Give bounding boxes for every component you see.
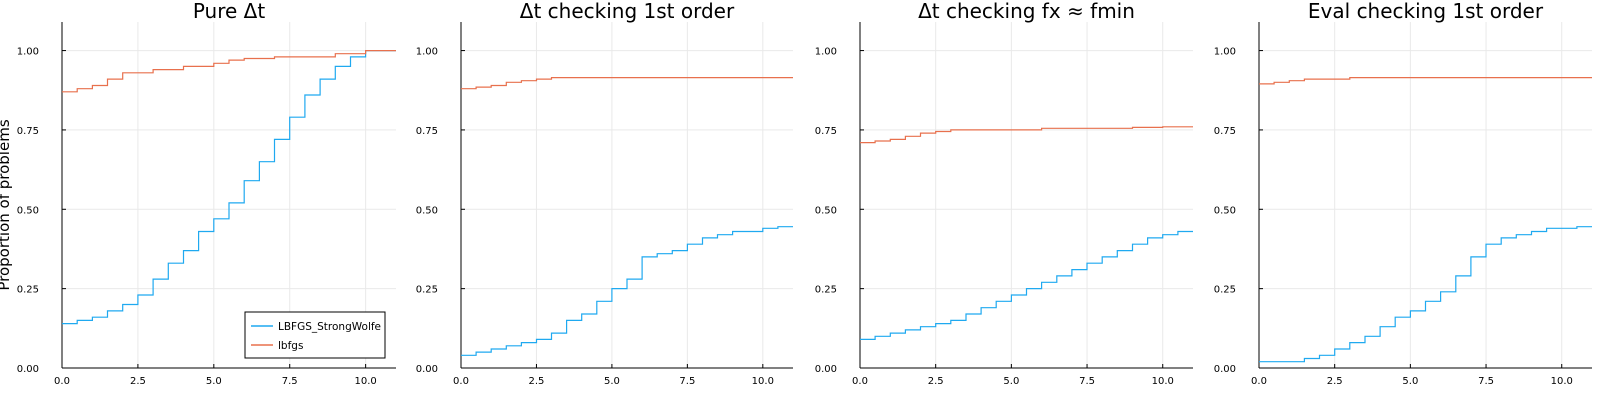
y-tick-label: 0.50: [1214, 205, 1236, 216]
chart-panel-1: 0.00 0.25 0.50 0.75 1.00 0.0 2.5 5.0 7.5 10.0 Pure…: [17, 0, 396, 387]
y-tick-label: 0.50: [17, 205, 39, 216]
x-tick-label: 2.5: [928, 376, 944, 387]
x-tick-label: 0.0: [852, 376, 868, 387]
chart-panel-3: 0.00 0.25 0.50 0.75 1.00 0.0 2.5 5.0 7.5 10.0 Δt c…: [815, 0, 1193, 387]
y-tick-label: 1.00: [815, 47, 837, 58]
y-tick-label: 0.75: [17, 126, 39, 137]
y-tick-label: 0.50: [416, 205, 438, 216]
y-tick-label: 1.00: [17, 47, 39, 58]
x-tick-label: 7.5: [1478, 376, 1494, 387]
y-tick-label: 0.00: [1214, 364, 1236, 375]
x-tick-label: 10.0: [355, 376, 377, 387]
x-tick-label: 5.0: [604, 376, 620, 387]
series-line-lbfgs: [860, 126, 1193, 144]
x-tick-label: 0.0: [453, 376, 469, 387]
y-tick-label: 0.00: [17, 364, 39, 375]
legend-box: [244, 311, 386, 359]
x-tick-label: 10.0: [752, 376, 774, 387]
y-tick-label: 0.75: [815, 126, 837, 137]
x-tick-label: 5.0: [1003, 376, 1019, 387]
series-line-lbfgs: [461, 77, 793, 90]
x-tick-label: 0.0: [54, 376, 70, 387]
x-tick-label: 10.0: [1551, 376, 1573, 387]
chart-panel-4: 0.00 0.25 0.50 0.75 1.00 0.0 2.5 5.0 7.5 10.0 Eval…: [1214, 0, 1592, 387]
y-axis-label: Proportion of problems: [0, 119, 13, 290]
series-line-LBFGS_StrongWolfe: [62, 50, 396, 325]
series-line-LBFGS_StrongWolfe: [461, 226, 793, 356]
series-line-LBFGS_StrongWolfe: [1259, 226, 1592, 363]
y-tick-label: 0.25: [815, 285, 837, 296]
y-tick-label: 0.00: [416, 364, 438, 375]
y-tick-label: 0.25: [1214, 285, 1236, 296]
series-line-lbfgs: [62, 50, 396, 93]
series-line-lbfgs: [1259, 77, 1592, 85]
x-tick-label: 7.5: [282, 376, 298, 387]
x-tick-label: 2.5: [1327, 376, 1343, 387]
y-tick-label: 0.75: [1214, 126, 1236, 137]
y-tick-label: 1.00: [416, 47, 438, 58]
x-tick-label: 7.5: [679, 376, 695, 387]
chart-title: Eval checking 1st order: [1308, 0, 1544, 23]
x-tick-label: 5.0: [206, 376, 222, 387]
y-tick-label: 0.25: [416, 285, 438, 296]
chart-panel-2: 0.00 0.25 0.50 0.75 1.00 0.0 2.5 5.0 7.5 10.0 Δt c…: [416, 0, 793, 387]
x-tick-label: 7.5: [1079, 376, 1095, 387]
chart-title: Δt checking fx ≈ fmin: [918, 0, 1135, 23]
legend-entry: lbfgs: [278, 340, 303, 352]
y-tick-label: 1.00: [1214, 47, 1236, 58]
x-tick-label: 10.0: [1152, 376, 1174, 387]
chart-title: Pure Δt: [193, 0, 266, 23]
x-tick-label: 2.5: [130, 376, 146, 387]
y-tick-label: 0.75: [416, 126, 438, 137]
series-line-LBFGS_StrongWolfe: [860, 230, 1193, 340]
chart-title: Δt checking 1st order: [520, 0, 735, 23]
y-tick-label: 0.00: [815, 364, 837, 375]
x-tick-label: 0.0: [1251, 376, 1267, 387]
x-tick-label: 5.0: [1402, 376, 1418, 387]
y-tick-label: 0.25: [17, 285, 39, 296]
x-tick-label: 2.5: [529, 376, 545, 387]
legend-entry: LBFGS_StrongWolfe: [278, 321, 381, 333]
y-tick-label: 0.50: [815, 205, 837, 216]
